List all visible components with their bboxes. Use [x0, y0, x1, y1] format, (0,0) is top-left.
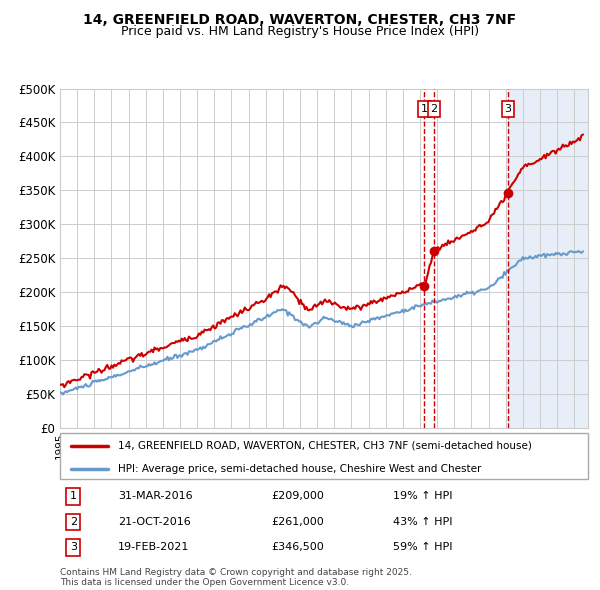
Text: £261,000: £261,000 [271, 517, 324, 527]
Text: HPI: Average price, semi-detached house, Cheshire West and Chester: HPI: Average price, semi-detached house,… [118, 464, 481, 474]
Text: 19-FEB-2021: 19-FEB-2021 [118, 542, 190, 552]
Text: £346,500: £346,500 [271, 542, 324, 552]
Text: 3: 3 [70, 542, 77, 552]
Text: 21-OCT-2016: 21-OCT-2016 [118, 517, 191, 527]
Text: 59% ↑ HPI: 59% ↑ HPI [392, 542, 452, 552]
Text: 19% ↑ HPI: 19% ↑ HPI [392, 491, 452, 502]
Text: Price paid vs. HM Land Registry's House Price Index (HPI): Price paid vs. HM Land Registry's House … [121, 25, 479, 38]
Text: 43% ↑ HPI: 43% ↑ HPI [392, 517, 452, 527]
Text: 31-MAR-2016: 31-MAR-2016 [118, 491, 193, 502]
FancyBboxPatch shape [60, 433, 588, 479]
Text: 1: 1 [70, 491, 77, 502]
Text: 1: 1 [421, 104, 428, 114]
Text: Contains HM Land Registry data © Crown copyright and database right 2025.
This d: Contains HM Land Registry data © Crown c… [60, 568, 412, 587]
Text: 2: 2 [430, 104, 437, 114]
Text: 14, GREENFIELD ROAD, WAVERTON, CHESTER, CH3 7NF (semi-detached house): 14, GREENFIELD ROAD, WAVERTON, CHESTER, … [118, 441, 532, 451]
Text: £209,000: £209,000 [271, 491, 324, 502]
Text: 3: 3 [505, 104, 511, 114]
Text: 14, GREENFIELD ROAD, WAVERTON, CHESTER, CH3 7NF: 14, GREENFIELD ROAD, WAVERTON, CHESTER, … [83, 13, 517, 27]
Text: 2: 2 [70, 517, 77, 527]
Bar [508, 88, 588, 428]
